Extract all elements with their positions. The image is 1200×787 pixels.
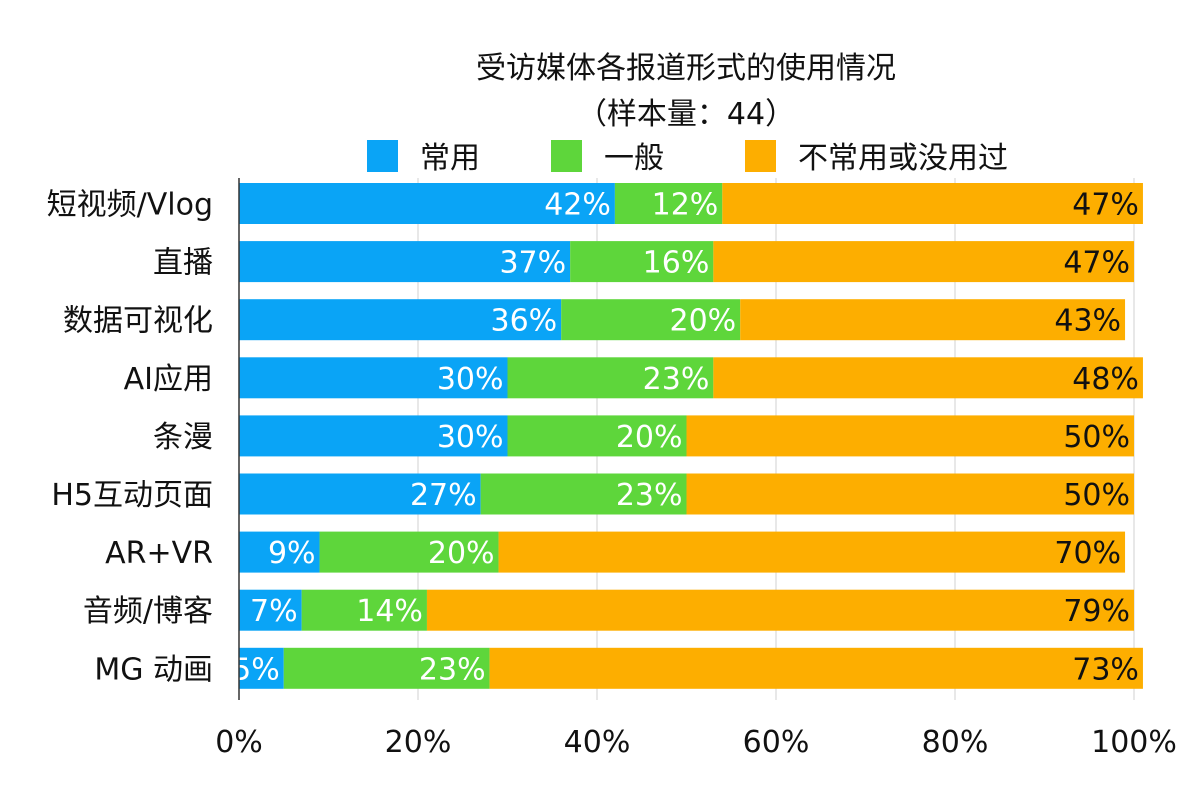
data-label: 79%: [1063, 594, 1130, 629]
bar-segment: [713, 241, 1134, 283]
bar-segment: [239, 415, 508, 457]
data-label: 47%: [1072, 188, 1139, 223]
chart-title: 受访媒体各报道形式的使用情况: [476, 51, 896, 86]
bar-segment: [570, 241, 714, 283]
x-tick-labels: 0% 20% 40% 60% 80% 100%: [215, 725, 1177, 760]
bar-segment: [426, 589, 1134, 631]
legend-swatch: [367, 140, 398, 172]
bar-segment: [239, 241, 571, 283]
x-tick-label: 100%: [1091, 725, 1177, 760]
bar-segment: [239, 531, 320, 573]
data-label: 42%: [544, 188, 611, 223]
data-label: 43%: [1054, 304, 1121, 339]
category-label: 短视频/Vlog: [47, 188, 213, 223]
bar-segment: [561, 299, 741, 341]
bar-segment: [283, 647, 490, 689]
bar-segment: [686, 415, 1134, 457]
data-label: 73%: [1072, 652, 1139, 687]
legend-swatch: [745, 140, 776, 172]
data-label: 20%: [616, 420, 683, 455]
x-tick-label: 40%: [564, 725, 631, 760]
category-label: 条漫: [153, 420, 213, 455]
bar-segment: [319, 531, 499, 573]
data-label: 12%: [652, 188, 719, 223]
x-tick-label: 20%: [385, 725, 452, 760]
bar-segment: [239, 299, 562, 341]
data-label: 7%: [250, 594, 298, 629]
bar-segment: [239, 589, 302, 631]
data-label: 27%: [410, 478, 477, 513]
bar-segment: [239, 647, 284, 689]
data-label: 70%: [1054, 536, 1121, 571]
data-label: 5%: [232, 652, 280, 687]
data-label: 30%: [437, 420, 504, 455]
category-label: 直播: [153, 246, 213, 281]
data-label: 20%: [670, 304, 737, 339]
data-label: 50%: [1063, 478, 1130, 513]
bar-segment: [614, 183, 723, 224]
category-label: AR+VR: [105, 536, 213, 571]
legend-label: 常用: [420, 141, 480, 176]
x-tick-label: 0%: [215, 725, 263, 760]
bar-segment: [239, 357, 508, 399]
bar-segment: [740, 299, 1126, 341]
data-label: 20%: [428, 536, 495, 571]
data-label: 50%: [1063, 420, 1130, 455]
bar-segment: [498, 531, 1126, 573]
data-label: 23%: [616, 478, 683, 513]
bar-segment: [239, 473, 481, 515]
category-label: AI应用: [124, 362, 213, 397]
x-tick-label: 60%: [743, 725, 810, 760]
bar-segment: [507, 415, 687, 457]
bar-segment: [686, 473, 1134, 515]
bar-segment: [301, 589, 427, 631]
bar-segment: [480, 473, 687, 515]
data-label: 23%: [643, 362, 710, 397]
category-label: 音频/博客: [83, 594, 213, 629]
data-label: 47%: [1063, 246, 1130, 281]
data-label: 48%: [1072, 362, 1139, 397]
data-label: 23%: [419, 652, 486, 687]
legend-swatch: [551, 140, 582, 172]
data-label: 30%: [437, 362, 504, 397]
data-label: 9%: [268, 536, 316, 571]
x-tick-label: 80%: [922, 725, 989, 760]
bar-segment: [489, 647, 1143, 689]
legend: 常用 一般 不常用或没用过: [367, 140, 1008, 176]
bar-segment: [507, 357, 714, 399]
category-label: 数据可视化: [63, 304, 213, 339]
bars: 42% 12% 47% 37% 16% 47% 36% 20% 43% 30% 23% 48% 30% 2…: [232, 183, 1143, 689]
category-label: MG 动画: [94, 652, 213, 687]
category-label: H5互动页面: [51, 478, 213, 513]
data-label: 37%: [499, 246, 566, 281]
data-label: 36%: [491, 304, 558, 339]
bar-segment: [713, 357, 1143, 399]
data-label: 14%: [356, 594, 423, 629]
chart-subtitle: （样本量：44）: [577, 97, 795, 132]
legend-label: 不常用或没用过: [798, 141, 1008, 176]
bar-segment: [722, 183, 1143, 224]
legend-label: 一般: [604, 141, 664, 176]
bar-segment: [239, 183, 615, 224]
data-label: 16%: [643, 246, 710, 281]
